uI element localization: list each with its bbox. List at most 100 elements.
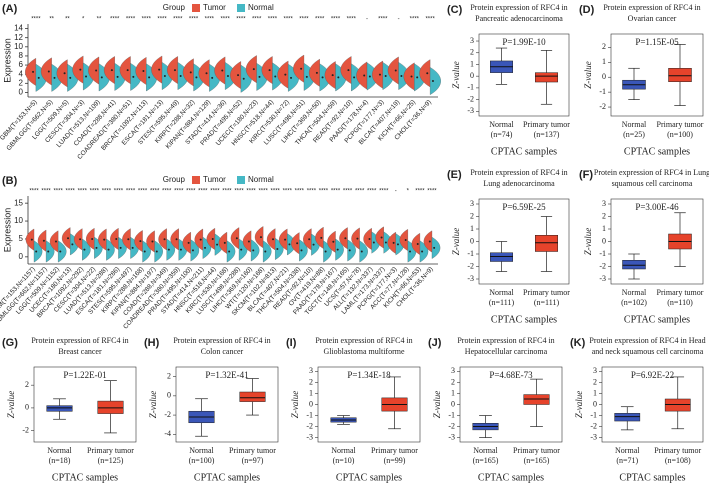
median-dot bbox=[259, 236, 262, 239]
median-dot bbox=[235, 237, 238, 240]
violin-half bbox=[154, 240, 163, 263]
median-dot bbox=[115, 237, 118, 240]
y-tick-label: 3 bbox=[593, 366, 597, 375]
significance-label: **** bbox=[220, 17, 230, 23]
y-tick-label: -2 bbox=[467, 261, 474, 270]
median-dot bbox=[30, 238, 33, 241]
y-tick-label: -3 bbox=[590, 432, 597, 441]
median-dot bbox=[433, 246, 436, 249]
median-dot bbox=[142, 69, 145, 72]
box bbox=[97, 400, 124, 414]
median-dot bbox=[305, 75, 308, 78]
y-tick-label: 0 bbox=[19, 252, 24, 261]
median-dot bbox=[63, 72, 66, 75]
median-dot bbox=[179, 75, 182, 78]
median-dot bbox=[126, 69, 129, 72]
median-dot bbox=[400, 75, 403, 78]
panel-label: (B) bbox=[2, 175, 18, 187]
box bbox=[614, 413, 641, 422]
median-dot bbox=[404, 239, 407, 242]
median-dot bbox=[67, 237, 70, 240]
y-tick-label: 1 bbox=[602, 57, 606, 66]
median-dot bbox=[71, 243, 74, 246]
significance-label: **** bbox=[157, 17, 167, 23]
box bbox=[239, 391, 266, 402]
median-dot bbox=[195, 76, 198, 79]
significance-label: **** bbox=[150, 189, 160, 195]
plot-frame bbox=[610, 33, 704, 117]
significance-label: **** bbox=[41, 189, 51, 195]
panel-label: (J) bbox=[428, 337, 442, 349]
significance-label: - bbox=[395, 189, 397, 195]
median-dot bbox=[324, 250, 327, 253]
median-dot bbox=[100, 76, 103, 79]
median-dot bbox=[300, 249, 303, 252]
y-tick-label: 2 bbox=[470, 48, 474, 57]
y-tick-label: -3 bbox=[467, 106, 474, 115]
significance-label: ** bbox=[49, 17, 54, 23]
x-tick-label: Normal bbox=[47, 446, 72, 455]
chart-title: Protein expression of RFC4 in bbox=[470, 3, 567, 12]
n-label: (n=137) bbox=[534, 130, 560, 139]
n-label: (n=125) bbox=[98, 456, 124, 465]
violin-half bbox=[25, 57, 37, 86]
significance-label: **** bbox=[102, 189, 112, 195]
significance-label: **** bbox=[173, 17, 183, 23]
violin-half bbox=[347, 239, 356, 262]
y-tick-label: 10 bbox=[14, 42, 23, 51]
box-panel: (F) Protein expression of RFC4 in Lung squ… bbox=[579, 168, 709, 325]
box bbox=[664, 398, 691, 412]
x-tick-label: Primary tumor bbox=[657, 120, 704, 129]
median-dot bbox=[268, 69, 271, 72]
median-dot bbox=[372, 241, 375, 244]
significance-label: ** bbox=[65, 17, 70, 23]
violin-half bbox=[262, 240, 272, 263]
median-dot bbox=[300, 67, 303, 70]
p-value: P=4.68E-73 bbox=[489, 370, 533, 380]
plot-frame bbox=[478, 33, 570, 117]
x-tick-label: Normal bbox=[622, 288, 647, 297]
n-label: (n=165) bbox=[473, 456, 499, 465]
chart-title: and neck squamous cell carcinoma bbox=[592, 347, 704, 356]
n-label: (n=100) bbox=[189, 456, 215, 465]
y-tick-label: 14 bbox=[14, 24, 23, 33]
significance-label: ** bbox=[97, 17, 102, 23]
y-tick-label: 8 bbox=[19, 51, 24, 60]
n-label: (n=97) bbox=[242, 456, 264, 465]
median-dot bbox=[107, 248, 110, 251]
y-tick-label: -2 bbox=[599, 102, 606, 111]
median-dot bbox=[32, 70, 35, 73]
p-value: P=3.00E-46 bbox=[635, 202, 679, 212]
x-tick-label: Normal bbox=[189, 446, 214, 455]
significance-label: **** bbox=[78, 189, 88, 195]
violin-half bbox=[226, 240, 236, 263]
median-dot bbox=[288, 243, 291, 246]
median-dot bbox=[228, 250, 231, 253]
box-panel: (D) Protein expression of RFC4 in Ovarian … bbox=[579, 3, 704, 157]
significance-label: **** bbox=[252, 17, 262, 23]
y-tick-label: 0 bbox=[602, 236, 606, 245]
x-tick-label: Primary tumor bbox=[657, 288, 704, 297]
panel-label: (C) bbox=[447, 4, 463, 16]
median-dot bbox=[131, 246, 134, 249]
median-dot bbox=[54, 240, 57, 243]
y-tick-label: 3 bbox=[602, 199, 606, 208]
median-dot bbox=[173, 69, 176, 72]
median-dot bbox=[47, 250, 50, 253]
median-dot bbox=[284, 73, 287, 76]
y-tick-label: 3 bbox=[309, 366, 313, 375]
median-dot bbox=[426, 72, 429, 75]
median-dot bbox=[331, 74, 334, 77]
y-tick-label: 10 bbox=[14, 216, 23, 225]
y-tick-label: 2 bbox=[19, 78, 24, 87]
significance-label: **** bbox=[315, 17, 325, 23]
x-axis-label: CPTAC samples bbox=[52, 472, 118, 483]
y-tick-label: 15 bbox=[14, 198, 23, 207]
median-dot bbox=[103, 238, 106, 241]
significance-label: **** bbox=[331, 189, 341, 195]
legend-swatch bbox=[237, 4, 245, 12]
plot-frame bbox=[175, 366, 279, 443]
legend-label: Normal bbox=[248, 175, 274, 184]
median-dot bbox=[175, 238, 178, 241]
significance-label: **** bbox=[126, 189, 136, 195]
